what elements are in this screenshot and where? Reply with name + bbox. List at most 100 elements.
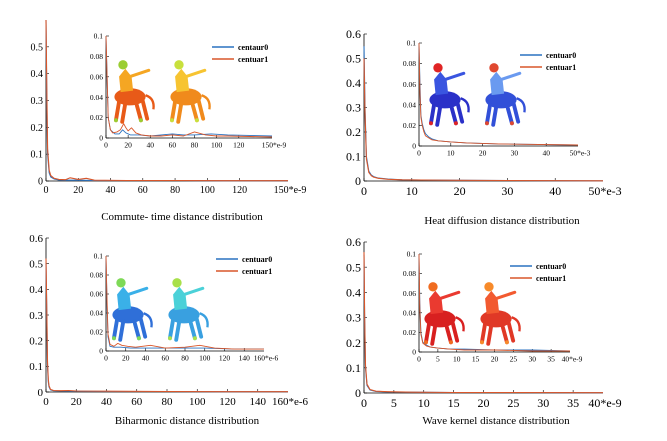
panel-4-inset-x-tick-label: 0: [417, 355, 421, 364]
panel-1-inset-y-tick-label: 0.02: [90, 113, 103, 122]
panel-3-y-tick-label: 0.2: [29, 336, 43, 348]
panel-3-inset-x-tick-label: 140: [239, 354, 251, 363]
panel-4-inset-x-tick-label: 5: [436, 355, 440, 364]
panel-4-y-tick-label: 0.6: [346, 235, 361, 249]
panel-2-y-tick-label: 0.6: [346, 27, 361, 41]
panel-3-inset-y-tick-label: 0.04: [90, 309, 103, 318]
panel-1-inset-x-tick-label: 80: [191, 141, 199, 150]
panel-2-inset-y-tick-label: 0.04: [403, 100, 416, 109]
panel-1-x-tick-label: 80: [170, 185, 180, 196]
panel-1-mesh-centaur1: [170, 60, 211, 124]
panel-4-mesh-centaur0-arm: [438, 290, 461, 301]
panel-1-caption: Commute- time distance distribution: [101, 211, 263, 223]
panel-2-inset-y-tick-label: 0.02: [403, 121, 416, 130]
panel-1-mesh-centaur1-head: [174, 60, 184, 70]
panel-1-inset-y-tick-label: 0.1: [94, 32, 104, 41]
panel-3-inset-x-tick-label: 120: [219, 354, 231, 363]
panel-4-inset-x-tick-label: 35: [547, 355, 555, 364]
panel-3-legend-label-centuar0: centuar0: [242, 255, 272, 264]
panel-4-mesh-centaur1: [480, 282, 521, 346]
panel-1-inset-y-tick-label: 0.06: [90, 72, 103, 81]
panel-1-inset-x-unit-label: 150*e-9: [262, 141, 287, 150]
panel-4-mesh-centaur1-head: [484, 282, 494, 292]
panel-1-y-tick-label: 0.3: [31, 96, 44, 107]
panel-4-mesh-centaur1-torso: [485, 290, 500, 315]
panel-4-y-tick-label: 0.5: [346, 260, 361, 274]
panel-1-mesh-centaur0-arm: [128, 68, 151, 79]
panel-2-y-tick-label: 0.2: [346, 125, 361, 139]
panel-1-y-tick-label: 0.2: [31, 123, 44, 134]
panel-4-inset-y-tick-label: 0.1: [407, 250, 417, 259]
panel-3-inset-series-centuar0: [105, 255, 264, 350]
panel-1-legend-label-centaur0: centaur0: [238, 43, 268, 52]
panel-3-mesh-centaur1-hoof-2: [192, 336, 197, 341]
panel-3-inset-y-tick-label: 0.1: [94, 252, 104, 261]
panel-2-mesh-centaur1-hoof-1: [485, 121, 489, 126]
panel-4-inset-x-tick-label: 10: [453, 355, 461, 364]
panel-2-y-tick-label: 0.5: [346, 52, 361, 66]
panel-3-mesh-centaur0-body: [112, 306, 144, 324]
panel-2-mesh-centaur1-hoof-2: [509, 121, 514, 126]
panel-3-inset-x-tick-label: 20: [122, 354, 130, 363]
panel-2-x-tick-label: 40: [549, 184, 561, 198]
panel-4-inset-y-tick-label: 0.04: [403, 308, 416, 317]
panel-1-x-tick-label: 100: [200, 185, 215, 196]
panel-2-inset-x-tick-label: 10: [447, 149, 455, 158]
panel-4-x-tick-label: 0: [361, 396, 367, 410]
panel-4-x-tick-label: 30: [537, 396, 549, 410]
panel-4-mesh-centaur1-body: [480, 310, 512, 328]
panel-4-y-tick-label: 0.1: [346, 361, 361, 375]
panel-2-y-tick-label: 0.3: [346, 101, 361, 115]
panel-1-mesh-centaur1-body: [170, 88, 202, 106]
panel-4-mesh-centaur1-hoof-1: [480, 340, 484, 345]
panel-3-mesh-centaur1-head: [172, 278, 182, 288]
panel-4-inset-x-tick-label: 20: [491, 355, 499, 364]
panel-1-y-tick-label: 0.1: [31, 150, 44, 161]
panel-3-series-centuar1: [45, 258, 288, 393]
panel-4-x-tick-label: 35: [567, 396, 579, 410]
panel-4-inset-y-tick-label: 0.02: [403, 328, 416, 337]
panel-2: 0 0.1 0.2 0.3 0.4 0.5 0.6 0 10 20 30 40 50*e-3 0 0.02 0…: [346, 27, 622, 227]
panel-4-mesh-centaur1-arm: [494, 290, 517, 301]
panel-3-inset-y-tick-label: 0: [99, 347, 103, 356]
panel-3-inset-x-tick-label: 0: [104, 354, 108, 363]
panel-1-mesh-centaur0-head: [118, 60, 128, 70]
panel-2-mesh-centaur0-head: [433, 63, 443, 73]
panel-1-x-tick-label: 0: [44, 185, 49, 196]
panel-2-mesh-centaur1-legs: [485, 101, 521, 127]
panel-2-y-tick-label: 0.4: [346, 76, 361, 90]
panel-4-inset-x-unit-label: 40*e-9: [562, 355, 583, 364]
panel-1-inset-y-tick-label: 0.04: [90, 93, 103, 102]
panel-4-x-tick-label: 5: [391, 396, 397, 410]
panel-2-mesh-centaur0-legs: [429, 101, 465, 127]
panel-3-mesh-centaur1-tail: [199, 312, 209, 328]
panel-3-x-tick-label: 0: [43, 396, 49, 408]
panel-2-mesh-centaur1: [485, 63, 526, 127]
panel-2-inset-x-tick-label: 20: [479, 149, 487, 158]
panel-3: 00.10.20.30.40.50.60 20 40 60 80 100 120 140 160…: [29, 233, 308, 427]
panel-3-inset-y-tick-label: 0.08: [90, 271, 103, 280]
panel-4-y-tick-label: 0.2: [346, 336, 361, 350]
panel-4-series-centuar1: [363, 252, 604, 394]
panel-1-x-unit-label: 150*e-9: [274, 185, 307, 196]
panel-1-x-tick-label: 60: [138, 185, 148, 196]
panel-1-mesh-centaur1-tail: [201, 94, 211, 110]
panel-1-x-tick-label: 40: [106, 185, 116, 196]
panel-1-y-tick-label: 0.5: [31, 42, 44, 53]
panel-2-x-tick-label: 30: [501, 184, 513, 198]
panel-3-x-tick-label: 120: [219, 396, 236, 408]
panel-4-inset-series-centuar1: [418, 253, 570, 352]
panel-2-mesh-centaur0-body: [429, 91, 461, 109]
panel-2-inset-y-tick-label: 0.06: [403, 80, 416, 89]
panel-3-mesh-centaur0: [112, 278, 153, 342]
panel-2-y-tick-label: 0.1: [346, 150, 361, 164]
panel-4-inset-y-tick-label: 0.06: [403, 289, 416, 298]
panel-1-inset-y-tick-label: 0: [99, 134, 103, 143]
panel-3-y-tick-label: 0.6: [29, 233, 43, 245]
panel-4-inset-x-tick-label: 25: [510, 355, 518, 364]
panel-4-inset-x-tick-label: 15: [472, 355, 480, 364]
panel-4-mesh-centaur1-tail: [511, 316, 521, 332]
panel-2-inset-x-tick-label: 40: [542, 149, 550, 158]
panel-1-mesh-centaur0-torso: [119, 68, 134, 93]
panel-4-mesh-centaur0-hoof-1: [424, 340, 428, 345]
